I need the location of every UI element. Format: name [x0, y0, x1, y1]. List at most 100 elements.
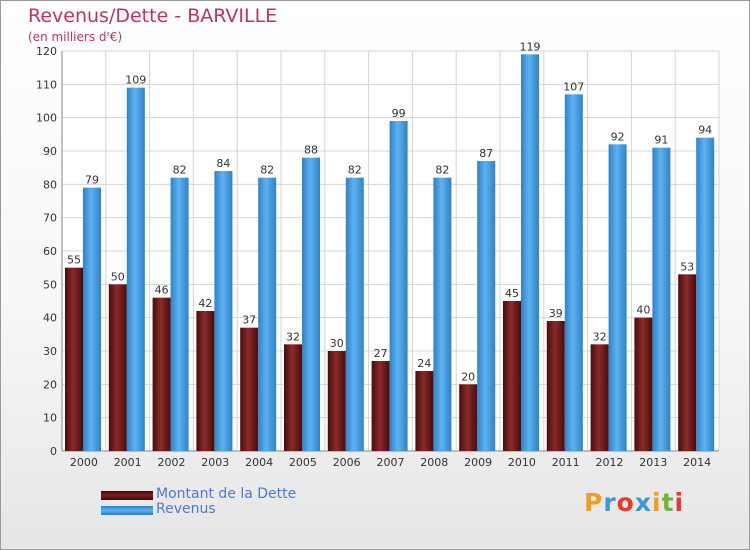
- data-label: 40: [636, 304, 650, 317]
- data-label: 82: [173, 164, 187, 177]
- x-tick-label: 2009: [464, 456, 492, 469]
- bar-revenus: [302, 157, 320, 451]
- data-label: 37: [242, 314, 256, 327]
- data-label: 91: [654, 134, 668, 147]
- y-tick-label: 10: [43, 412, 57, 425]
- bar-dette: [108, 284, 127, 451]
- data-label: 99: [392, 107, 406, 120]
- logo-letter: i: [674, 488, 685, 517]
- x-tick-label: 2008: [420, 456, 448, 469]
- bar-revenus: [214, 171, 233, 451]
- x-tick-label: 2010: [508, 456, 536, 469]
- y-tick-label: 0: [50, 445, 57, 458]
- data-label: 50: [111, 270, 125, 283]
- bar-dette: [65, 267, 83, 451]
- legend-label-dette: Montant de la Dette: [156, 486, 297, 502]
- bar-dette: [678, 274, 697, 451]
- bar-revenus: [521, 54, 539, 451]
- bar-revenus: [170, 177, 189, 451]
- y-tick-label: 40: [43, 312, 57, 325]
- x-tick-label: 2007: [377, 456, 405, 469]
- chart-title: Revenus/Dette - BARVILLE: [28, 5, 278, 27]
- data-label: 20: [461, 370, 475, 383]
- data-label: 84: [216, 157, 230, 170]
- logo-letter: t: [661, 488, 675, 517]
- data-label: 82: [348, 164, 362, 177]
- x-tick-label: 2002: [158, 456, 186, 469]
- data-label: 55: [67, 254, 81, 267]
- legend-swatch-dette: [101, 491, 153, 500]
- x-tick-label: 2003: [201, 456, 229, 469]
- chart-subtitle: (en milliers d'€): [28, 30, 123, 44]
- x-tick-label: 2004: [245, 456, 273, 469]
- data-label: 46: [155, 284, 169, 297]
- x-tick-label: 2012: [596, 456, 624, 469]
- y-tick-label: 20: [43, 378, 57, 391]
- data-label: 119: [520, 40, 541, 53]
- bar-dette: [634, 317, 653, 451]
- data-label: 27: [374, 347, 388, 360]
- bar-dette: [546, 321, 565, 451]
- bar-revenus: [345, 177, 364, 451]
- logo-letter: P: [584, 488, 604, 517]
- bar-revenus: [83, 187, 101, 451]
- y-tick-label: 80: [43, 178, 57, 191]
- x-tick-label: 2000: [70, 456, 98, 469]
- data-label: 42: [198, 297, 212, 310]
- bar-revenus: [433, 177, 452, 451]
- data-label: 30: [330, 337, 344, 350]
- x-tick-label: 2011: [552, 456, 580, 469]
- bar-dette: [503, 301, 521, 451]
- bar-revenus: [126, 87, 145, 452]
- bar-dette: [152, 297, 171, 451]
- legend-swatch-revenus: [101, 506, 153, 515]
- bar-dette: [284, 344, 302, 451]
- data-label: 45: [505, 287, 519, 300]
- y-tick-label: 30: [43, 345, 57, 358]
- y-tick-label: 50: [43, 278, 57, 291]
- bar-revenus: [477, 161, 496, 451]
- bar-revenus: [389, 121, 408, 451]
- data-label: 32: [286, 330, 300, 343]
- x-tick-label: 2001: [114, 456, 142, 469]
- y-tick-label: 70: [43, 212, 57, 225]
- data-label: 107: [563, 80, 584, 93]
- bar-revenus: [652, 147, 671, 451]
- data-label: 87: [479, 147, 493, 160]
- y-tick-label: 60: [43, 245, 57, 258]
- bar-dette: [590, 344, 609, 451]
- y-tick-label: 90: [43, 145, 57, 158]
- x-tick-label: 2014: [683, 456, 711, 469]
- logo-letter: x: [634, 488, 652, 517]
- bar-revenus: [258, 177, 277, 451]
- data-label: 82: [260, 164, 274, 177]
- bar-revenus: [564, 94, 583, 451]
- proxiti-logo: Proxiti: [584, 488, 684, 517]
- logo-letter: o: [616, 488, 635, 517]
- y-tick-label: 120: [36, 45, 57, 58]
- logo-letter: i: [652, 488, 662, 517]
- data-label: 32: [593, 330, 607, 343]
- data-label: 39: [549, 307, 563, 320]
- data-label: 79: [85, 174, 99, 187]
- bar-revenus: [696, 137, 715, 451]
- y-tick-label: 100: [36, 112, 57, 125]
- bar-revenus: [608, 144, 627, 452]
- x-tick-label: 2005: [289, 456, 317, 469]
- x-tick-label: 2006: [333, 456, 361, 469]
- data-label: 88: [304, 144, 318, 157]
- bar-dette: [196, 311, 215, 451]
- x-tick-label: 2013: [639, 456, 667, 469]
- y-tick-label: 110: [36, 78, 57, 91]
- bar-dette: [327, 351, 346, 451]
- data-label: 94: [698, 124, 712, 137]
- bar-dette: [415, 371, 434, 451]
- logo-letter: r: [603, 488, 617, 517]
- bar-dette: [459, 384, 478, 451]
- data-label: 109: [125, 74, 146, 87]
- data-label: 53: [680, 260, 694, 273]
- bar-dette: [240, 327, 259, 451]
- bar-dette: [371, 361, 390, 451]
